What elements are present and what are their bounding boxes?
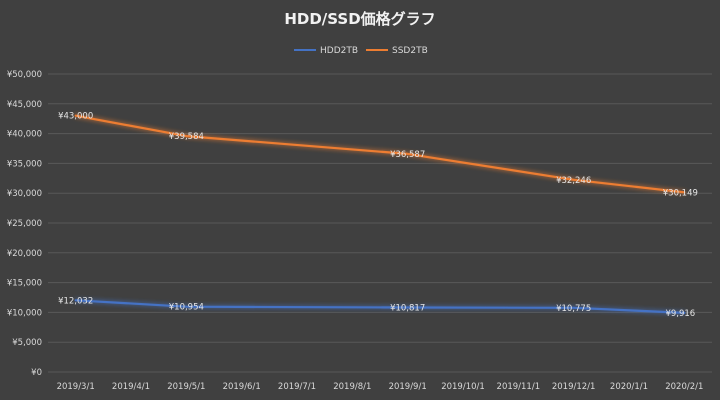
y-tick-label: ¥40,000 <box>7 130 42 140</box>
series-group <box>74 114 686 314</box>
x-tick-label: 2019/11/1 <box>497 382 541 392</box>
data-label: ¥36,587 <box>390 150 425 160</box>
legend-label-hdd2tb: HDD2TB <box>320 46 358 56</box>
chart-title: HDD/SSD価格グラフ <box>284 10 435 28</box>
x-tick-label: 2019/8/1 <box>333 382 371 392</box>
x-tick-label: 2019/3/1 <box>57 382 95 392</box>
x-tick-label: 2019/6/1 <box>223 382 261 392</box>
y-tick-label: ¥35,000 <box>7 159 42 169</box>
y-tick-label: ¥50,000 <box>7 70 42 80</box>
data-label: ¥10,954 <box>169 303 204 313</box>
data-label: ¥10,775 <box>556 304 591 314</box>
hdd2tb-line <box>74 299 686 314</box>
y-tick-label: ¥30,000 <box>7 189 42 199</box>
data-label: ¥32,246 <box>556 176 591 186</box>
data-labels: ¥12,032 ¥10,954 ¥10,817 ¥10,775 ¥9,916 ¥43,00… <box>58 112 698 319</box>
y-tick-label: ¥0 <box>31 368 42 378</box>
data-label: ¥30,149 <box>663 188 698 198</box>
y-axis: ¥0 ¥5,000 ¥10,000 ¥15,000 ¥20,000 ¥25,000 ¥30,… <box>7 70 42 378</box>
y-tick-label: ¥5,000 <box>12 338 42 348</box>
x-tick-label: 2019/12/1 <box>552 382 596 392</box>
data-label: ¥39,584 <box>169 132 204 142</box>
legend-label-ssd2tb: SSD2TB <box>392 46 428 56</box>
data-label: ¥12,032 <box>58 296 93 306</box>
x-tick-label: 2019/9/1 <box>389 382 427 392</box>
data-label: ¥43,000 <box>58 112 93 122</box>
y-tick-label: ¥45,000 <box>7 100 42 110</box>
gridlines <box>48 73 712 373</box>
y-tick-label: ¥10,000 <box>7 308 42 318</box>
x-tick-label: 2020/2/1 <box>665 382 703 392</box>
y-tick-label: ¥15,000 <box>7 279 42 289</box>
x-axis: 2019/3/1 2019/4/1 2019/5/1 2019/6/1 2019/7/1… <box>57 382 704 392</box>
x-tick-label: 2019/4/1 <box>112 382 150 392</box>
y-tick-label: ¥20,000 <box>7 249 42 259</box>
x-tick-label: 2019/7/1 <box>278 382 316 392</box>
y-tick-label: ¥25,000 <box>7 219 42 229</box>
x-tick-label: 2019/10/1 <box>441 382 485 392</box>
data-label: ¥10,817 <box>390 304 425 314</box>
x-tick-label: 2020/1/1 <box>610 382 648 392</box>
x-tick-label: 2019/5/1 <box>167 382 205 392</box>
legend: HDD2TB SSD2TB <box>294 46 428 56</box>
data-label: ¥9,916 <box>665 309 695 319</box>
ssd2tb-line <box>74 114 686 194</box>
